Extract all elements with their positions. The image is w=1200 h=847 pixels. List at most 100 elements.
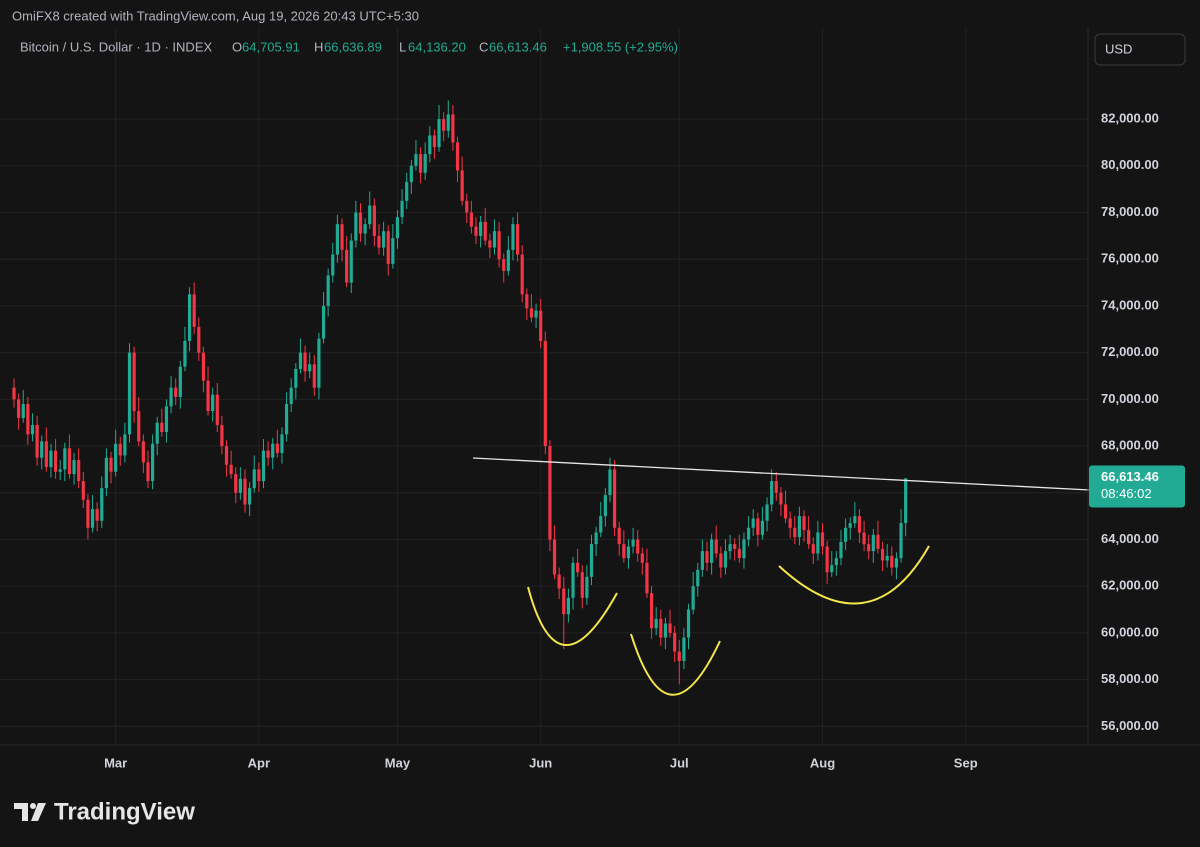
candle-body [465,200,469,213]
candle-body [95,509,99,521]
last-price-tag [1089,465,1185,508]
candle-body [123,434,127,456]
candle-body [215,394,219,426]
y-tick-label: 58,000.00 [1101,671,1159,686]
candle-body [816,532,820,554]
candle-body [49,450,53,468]
candle-body [626,546,631,559]
candle-body [183,340,187,367]
candle-body [275,443,279,454]
candle-body [853,516,857,524]
candle-body [862,532,866,545]
candle-body [636,539,640,554]
candle-body [548,446,552,540]
candle-body [770,481,774,505]
candle-body [155,422,159,444]
x-tick-label: Jun [529,755,552,770]
x-tick-label: Jul [670,755,689,770]
candle-body [904,478,908,523]
candle-body [40,441,44,458]
candle-body [594,532,598,545]
candle-body [146,462,150,482]
candle-body [358,212,363,234]
candle-body [830,565,834,573]
candle-body [345,249,349,283]
candle-body [243,478,247,505]
candle-body [44,441,48,468]
candle-body [797,516,801,538]
candle-body [566,597,570,615]
candle-body [483,221,487,241]
candle-body [331,254,335,276]
candle-body [820,532,825,547]
currency[interactable]: USD [1105,41,1132,56]
candle-body [187,294,192,341]
candle-body [488,240,492,248]
candle-body [691,586,695,610]
candle-body [432,135,437,148]
candle-body [779,492,783,505]
candle-body [26,404,30,435]
candle-body [372,205,376,236]
candle-body [104,457,108,489]
candle-body [825,546,829,573]
candle-body [151,443,155,482]
candle-body [252,469,256,489]
symbol: Bitcoin / U.S. Dollar · 1D · INDEX [20,39,212,54]
trend-line [472,457,1091,491]
candle-body [492,231,497,248]
candle-body [192,294,196,327]
candle-body [529,308,534,318]
candle-body [645,562,649,594]
candle-body [17,399,21,419]
candle-body [737,548,741,559]
candle-body [261,450,266,482]
candle-body [312,364,316,388]
candle-body [807,530,811,545]
candle-body [21,404,25,419]
y-tick-label: 62,000.00 [1101,578,1159,593]
candle-body [552,539,557,575]
candle-body [35,425,39,458]
candle-body [451,114,455,143]
candle-body [354,212,358,241]
candle-body [497,231,501,260]
candle-body [867,544,871,552]
x-tick-label: Mar [104,755,127,770]
candle-body [728,544,732,552]
candle-body [857,516,862,533]
candle-body [317,338,321,388]
candle-body [349,240,353,283]
candle-body [608,469,612,496]
candle-body [386,231,390,264]
candle-body [474,226,478,236]
y-tick-label: 74,000.00 [1101,297,1159,312]
candle-body [756,518,760,535]
candle-body [321,305,326,339]
candle-body [224,446,229,465]
candle-body [765,504,769,521]
candle-body [72,460,76,475]
candle-body [81,481,85,500]
candle-body [100,488,104,521]
candle-body [520,254,524,295]
candle-body [137,411,141,442]
candle-body [298,352,303,369]
y-tick-label: 68,000.00 [1101,437,1159,452]
candle-body [774,481,778,493]
candle-body [673,632,677,652]
candle-body [659,618,663,638]
high-key: H [314,39,323,54]
candle-body [557,574,561,589]
candle-body [400,200,404,218]
candles [12,100,908,685]
candle-body [280,434,284,454]
candle-body [201,352,206,381]
candle-body [880,548,885,561]
currency-button[interactable] [1094,33,1186,66]
y-tick-label: 56,000.00 [1101,718,1159,733]
candle-body [340,224,344,250]
candle-body [668,623,672,633]
